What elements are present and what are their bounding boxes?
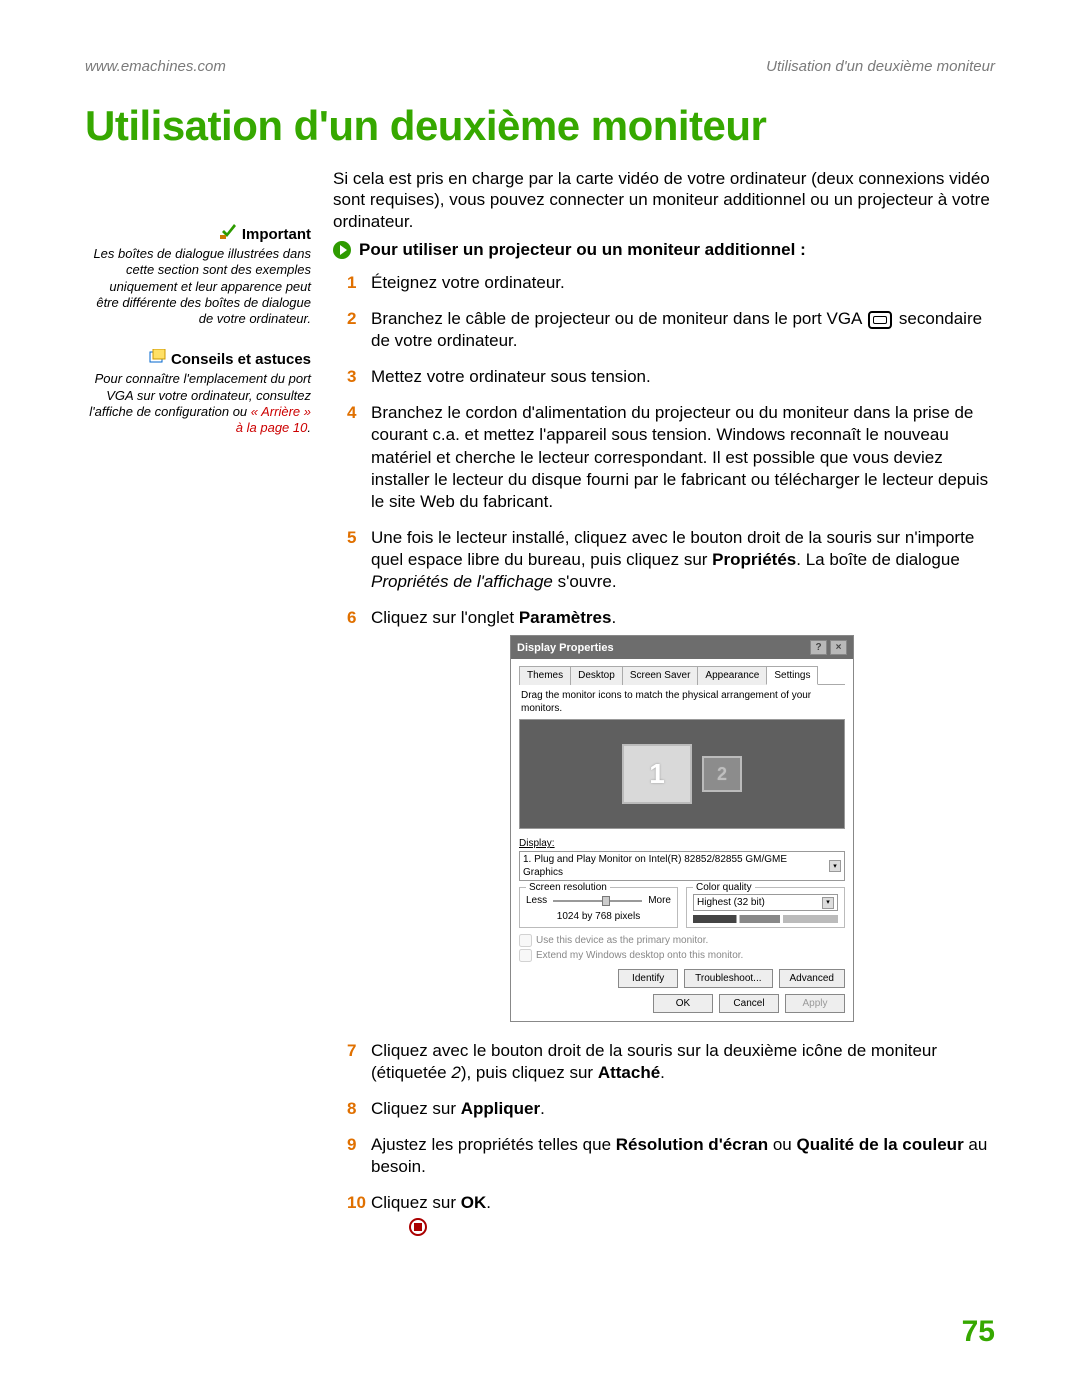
important-label-text: Important: [242, 226, 311, 243]
close-icon[interactable]: ×: [830, 640, 847, 655]
step-8-a: Cliquez sur: [371, 1099, 461, 1118]
main-content: Pour utiliser un projecteur ou un monite…: [333, 240, 993, 1251]
advanced-button[interactable]: Advanced: [779, 969, 845, 988]
tips-label-text: Conseils et astuces: [171, 351, 311, 368]
step-2: Branchez le câble de projecteur ou de mo…: [333, 308, 993, 352]
step-3-text: Mettez votre ordinateur sous tension.: [371, 367, 651, 386]
step-10: Cliquez sur OK.: [333, 1192, 993, 1237]
chevron-down-icon[interactable]: ▾: [822, 897, 834, 909]
monitor-arrangement[interactable]: 1 2: [519, 719, 845, 829]
sidebar: Important Les boîtes de dialogue illustr…: [85, 224, 311, 436]
step-3: Mettez votre ordinateur sous tension.: [333, 366, 993, 388]
cancel-button[interactable]: Cancel: [719, 994, 779, 1013]
step-10-b: OK: [461, 1193, 487, 1212]
step-5: Une fois le lecteur installé, cliquez av…: [333, 527, 993, 593]
step-9-c: ou: [768, 1135, 796, 1154]
header-left: www.emachines.com: [85, 58, 226, 75]
step-7-d: Attaché: [598, 1063, 660, 1082]
step-4: Branchez le cordon d'alimentation du pro…: [333, 402, 993, 512]
display-properties-dialog: Display Properties ? × Themes Desktop Sc…: [510, 635, 854, 1021]
res-less: Less: [526, 894, 547, 907]
step-7: Cliquez avec le bouton droit de la souri…: [333, 1040, 993, 1084]
step-10-c: .: [486, 1193, 491, 1212]
vga-port-icon: [868, 311, 892, 329]
steps-list: Éteignez votre ordinateur. Branchez le c…: [333, 272, 993, 1237]
drag-hint: Drag the monitor icons to match the phys…: [521, 689, 845, 715]
tab-settings[interactable]: Settings: [766, 666, 818, 685]
apply-button[interactable]: Apply: [785, 994, 845, 1013]
step-9-a: Ajustez les propriétés telles que: [371, 1135, 616, 1154]
step-8: Cliquez sur Appliquer.: [333, 1098, 993, 1120]
screen-resolution-group: Screen resolution Less More 1024 by 768 …: [519, 887, 678, 928]
step-8-b: Appliquer: [461, 1099, 540, 1118]
color-quality-group: Color quality Highest (32 bit) ▾: [686, 887, 845, 928]
step-6-b: Paramètres: [519, 608, 612, 627]
color-bar: [693, 915, 838, 923]
tips-text-2: .: [307, 420, 311, 435]
step-5-e: s'ouvre.: [553, 572, 617, 591]
tab-desktop[interactable]: Desktop: [570, 666, 623, 685]
help-icon[interactable]: ?: [810, 640, 827, 655]
step-9: Ajustez les propriétés telles que Résolu…: [333, 1134, 993, 1178]
res-more: More: [648, 894, 671, 907]
cq-group-title: Color quality: [693, 881, 755, 894]
display-combo-value: 1. Plug and Play Monitor on Intel(R) 828…: [523, 853, 829, 879]
step-5-c: . La boîte de dialogue: [796, 550, 960, 569]
dialog-title: Display Properties: [517, 641, 614, 655]
step-4-text: Branchez le cordon d'alimentation du pro…: [371, 403, 988, 510]
page-header: www.emachines.com Utilisation d'un deuxi…: [85, 58, 995, 75]
step-5-d: Propriétés de l'affichage: [371, 572, 553, 591]
display-label: Display:: [519, 837, 845, 850]
monitor-1-icon[interactable]: 1: [622, 744, 692, 804]
display-combo[interactable]: 1. Plug and Play Monitor on Intel(R) 828…: [519, 851, 845, 881]
chk2-label: Extend my Windows desktop onto this moni…: [536, 951, 743, 962]
step-6-c: .: [611, 608, 616, 627]
header-right: Utilisation d'un deuxième moniteur: [766, 58, 995, 75]
monitor-2-icon[interactable]: 2: [702, 756, 742, 792]
step-6: Cliquez sur l'onglet Paramètres. Display…: [333, 607, 993, 1021]
step-7-b: 2: [451, 1063, 460, 1082]
troubleshoot-button[interactable]: Troubleshoot...: [684, 969, 772, 988]
checkmark-icon: [220, 224, 238, 244]
intro-paragraph: Si cela est pris en charge par la carte …: [333, 168, 993, 232]
step-9-b: Résolution d'écran: [616, 1135, 768, 1154]
important-label: Important: [85, 224, 311, 244]
step-7-e: .: [660, 1063, 665, 1082]
identify-button[interactable]: Identify: [618, 969, 678, 988]
resolution-value: 1024 by 768 pixels: [526, 910, 671, 923]
procedure-title: Pour utiliser un projecteur ou un monite…: [359, 240, 806, 260]
dialog-tabs: Themes Desktop Screen Saver Appearance S…: [519, 665, 845, 685]
chevron-down-icon[interactable]: ▾: [829, 860, 841, 872]
important-text: Les boîtes de dialogue illustrées dans c…: [85, 246, 311, 327]
color-quality-combo[interactable]: Highest (32 bit) ▾: [693, 894, 838, 911]
procedure-heading: Pour utiliser un projecteur ou un monite…: [333, 240, 993, 260]
step-1: Éteignez votre ordinateur.: [333, 272, 993, 294]
tab-screensaver[interactable]: Screen Saver: [622, 666, 699, 685]
step-1-text: Éteignez votre ordinateur.: [371, 273, 565, 292]
extend-desktop-checkbox: Extend my Windows desktop onto this moni…: [519, 949, 845, 962]
chk1-label: Use this device as the primary monitor.: [536, 935, 708, 946]
tips-label: Conseils et astuces: [85, 349, 311, 369]
dialog-titlebar: Display Properties ? ×: [511, 636, 853, 659]
step-8-c: .: [540, 1099, 545, 1118]
stop-icon: [409, 1218, 427, 1236]
page-number: 75: [962, 1315, 995, 1349]
page-title: Utilisation d'un deuxième moniteur: [85, 102, 766, 150]
res-group-title: Screen resolution: [526, 881, 610, 894]
play-icon: [333, 241, 351, 259]
tips-text: Pour connaître l'emplacement du port VGA…: [85, 371, 311, 436]
step-5-b: Propriétés: [712, 550, 796, 569]
primary-monitor-checkbox: Use this device as the primary monitor.: [519, 934, 845, 947]
step-10-a: Cliquez sur: [371, 1193, 461, 1212]
step-9-d: Qualité de la couleur: [796, 1135, 963, 1154]
step-2-text-a: Branchez le câble de projecteur ou de mo…: [371, 309, 866, 328]
cq-value: Highest (32 bit): [697, 896, 765, 909]
step-7-c: ), puis cliquez sur: [461, 1063, 598, 1082]
tab-appearance[interactable]: Appearance: [697, 666, 767, 685]
ok-button[interactable]: OK: [653, 994, 713, 1013]
tab-themes[interactable]: Themes: [519, 666, 571, 685]
step-6-a: Cliquez sur l'onglet: [371, 608, 519, 627]
tips-icon: [149, 349, 167, 369]
resolution-slider[interactable]: [553, 900, 642, 902]
